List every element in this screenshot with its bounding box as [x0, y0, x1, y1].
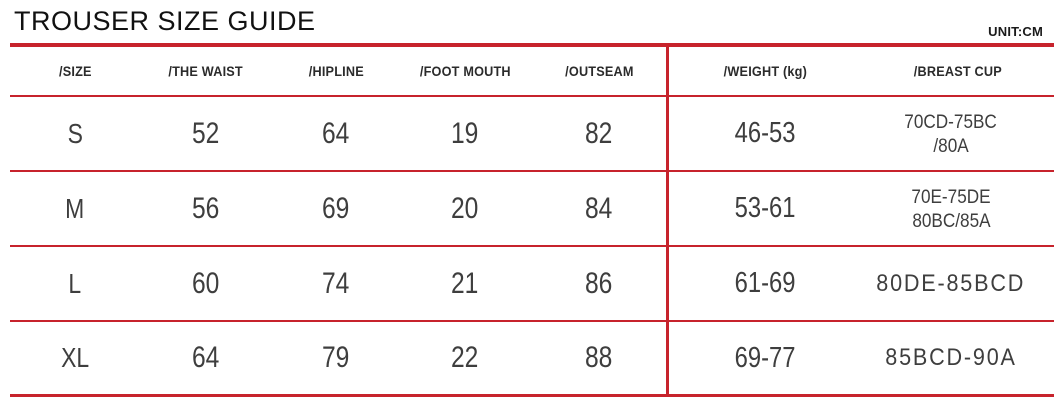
- cell-breast-cup: 85BCD-90A: [862, 322, 1054, 394]
- breast-cup-line: 70E-75DE: [911, 185, 991, 208]
- column-header-label: /HIPLINE: [308, 63, 364, 79]
- foot-mouth-value: 19: [451, 116, 479, 150]
- cell-size: L: [10, 247, 140, 320]
- table-row-xl: XL 64 79 22 88 69-77 85BCD-90A: [10, 322, 1054, 397]
- waist-value: 60: [192, 266, 220, 300]
- cell-size: S: [10, 97, 140, 170]
- outseam-value: 84: [585, 191, 613, 225]
- outseam-value: 82: [585, 116, 613, 150]
- size-value: XL: [60, 342, 90, 373]
- column-header-hipline: /HIPLINE: [272, 47, 400, 95]
- column-header-foot-mouth: /FOOT MOUTH: [400, 47, 530, 95]
- column-header-label: /BREAST CUP: [913, 63, 1003, 79]
- unit-label: UNIT:CM: [988, 24, 1043, 39]
- cell-size: XL: [10, 322, 140, 394]
- hipline-value: 64: [322, 116, 350, 150]
- column-header-breast-cup: /BREAST CUP: [862, 47, 1054, 95]
- cell-foot-mouth: 20: [400, 172, 530, 245]
- column-header-size: /SIZE: [10, 47, 140, 95]
- breast-cup-line: /80A: [933, 134, 969, 157]
- cell-outseam: 86: [530, 247, 668, 320]
- cell-waist: 64: [140, 322, 272, 394]
- weight-value: 61-69: [734, 267, 796, 299]
- weight-value: 46-53: [734, 117, 796, 149]
- cell-waist: 60: [140, 247, 272, 320]
- cell-outseam: 88: [530, 322, 668, 394]
- cell-weight: 53-61: [668, 172, 862, 245]
- cell-waist: 52: [140, 97, 272, 170]
- column-header-label: /THE WAIST: [168, 63, 244, 79]
- breast-cup-line: 80BC/85A: [911, 209, 991, 232]
- waist-value: 52: [192, 116, 220, 150]
- cell-outseam: 84: [530, 172, 668, 245]
- hipline-value: 79: [322, 341, 350, 374]
- waist-value: 64: [192, 341, 220, 374]
- column-header-label: /FOOT MOUTH: [419, 63, 511, 79]
- breast-cup-line: 85BCD-90A: [885, 344, 1017, 371]
- cell-hipline: 79: [272, 322, 400, 394]
- column-header-weight: /WEIGHT (kg): [668, 47, 862, 95]
- cell-hipline: 74: [272, 247, 400, 320]
- foot-mouth-value: 21: [451, 266, 479, 300]
- cell-breast-cup: 80DE-85BCD: [862, 247, 1054, 320]
- breast-cup-line: 80DE-85BCD: [876, 269, 1026, 297]
- weight-value: 69-77: [734, 341, 796, 374]
- outseam-value: 86: [585, 266, 613, 300]
- waist-value: 56: [192, 191, 220, 225]
- foot-mouth-value: 20: [451, 191, 479, 225]
- cell-breast-cup: 70CD-75BC /80A: [862, 97, 1054, 170]
- cell-hipline: 69: [272, 172, 400, 245]
- column-header-label: /OUTSEAM: [564, 63, 634, 79]
- cell-waist: 56: [140, 172, 272, 245]
- column-header-waist: /THE WAIST: [140, 47, 272, 95]
- cell-breast-cup: 70E-75DE 80BC/85A: [862, 172, 1054, 245]
- cell-outseam: 82: [530, 97, 668, 170]
- size-value: M: [65, 192, 85, 224]
- cell-weight: 69-77: [668, 322, 862, 394]
- cell-hipline: 64: [272, 97, 400, 170]
- weight-value: 53-61: [734, 192, 796, 224]
- column-header-label: /WEIGHT (kg): [723, 63, 807, 79]
- cell-foot-mouth: 22: [400, 322, 530, 394]
- column-header-outseam: /OUTSEAM: [530, 47, 668, 95]
- outseam-value: 88: [585, 341, 613, 374]
- cell-foot-mouth: 21: [400, 247, 530, 320]
- table-row-s: S 52 64 19 82 46-53 70CD-75BC /80A: [10, 97, 1054, 172]
- table-row-l: L 60 74 21 86 61-69 80DE-85BCD: [10, 247, 1054, 322]
- cell-weight: 46-53: [668, 97, 862, 170]
- size-value: L: [68, 267, 82, 299]
- cell-foot-mouth: 19: [400, 97, 530, 170]
- table-header-row: /SIZE /THE WAIST /HIPLINE /FOOT MOUTH /O…: [10, 47, 1054, 97]
- table-row-m: M 56 69 20 84 53-61 70E-75DE 80BC/85A: [10, 172, 1054, 247]
- size-table: /SIZE /THE WAIST /HIPLINE /FOOT MOUTH /O…: [10, 43, 1054, 397]
- size-value: S: [67, 117, 83, 149]
- column-header-label: /SIZE: [58, 63, 92, 79]
- hipline-value: 69: [322, 191, 350, 225]
- page-title: TROUSER SIZE GUIDE: [14, 6, 316, 36]
- cell-weight: 61-69: [668, 247, 862, 320]
- hipline-value: 74: [322, 266, 350, 300]
- foot-mouth-value: 22: [451, 341, 479, 374]
- table-vertical-divider: [666, 47, 669, 397]
- breast-cup-line: 70CD-75BC: [904, 110, 998, 133]
- cell-size: M: [10, 172, 140, 245]
